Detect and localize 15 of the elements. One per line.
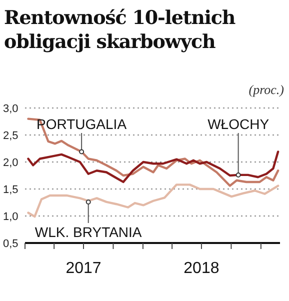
- y-tick-label: 1,0: [3, 210, 18, 223]
- y-tick-label: 1,5: [3, 184, 18, 196]
- y-tick-label: 0,5: [3, 238, 18, 250]
- annotation: WŁOCHY: [208, 116, 270, 132]
- y-tick-label: 2,5: [3, 130, 18, 142]
- x-tick-label: 2018: [184, 260, 220, 277]
- line-series: [27, 184, 280, 218]
- chart-title: Rentowność 10-letnich obligacji skarbowych: [4, 7, 236, 53]
- x-tick-label: 2017: [66, 260, 102, 277]
- line-series: [27, 118, 280, 187]
- line-series: [27, 150, 280, 184]
- y-tick-label: 3,0: [3, 102, 18, 115]
- chart-subtitle: (proc.): [248, 82, 284, 97]
- annotation: WLK. BRYTANIA: [34, 224, 142, 240]
- y-tick-label: 2,0: [3, 156, 18, 169]
